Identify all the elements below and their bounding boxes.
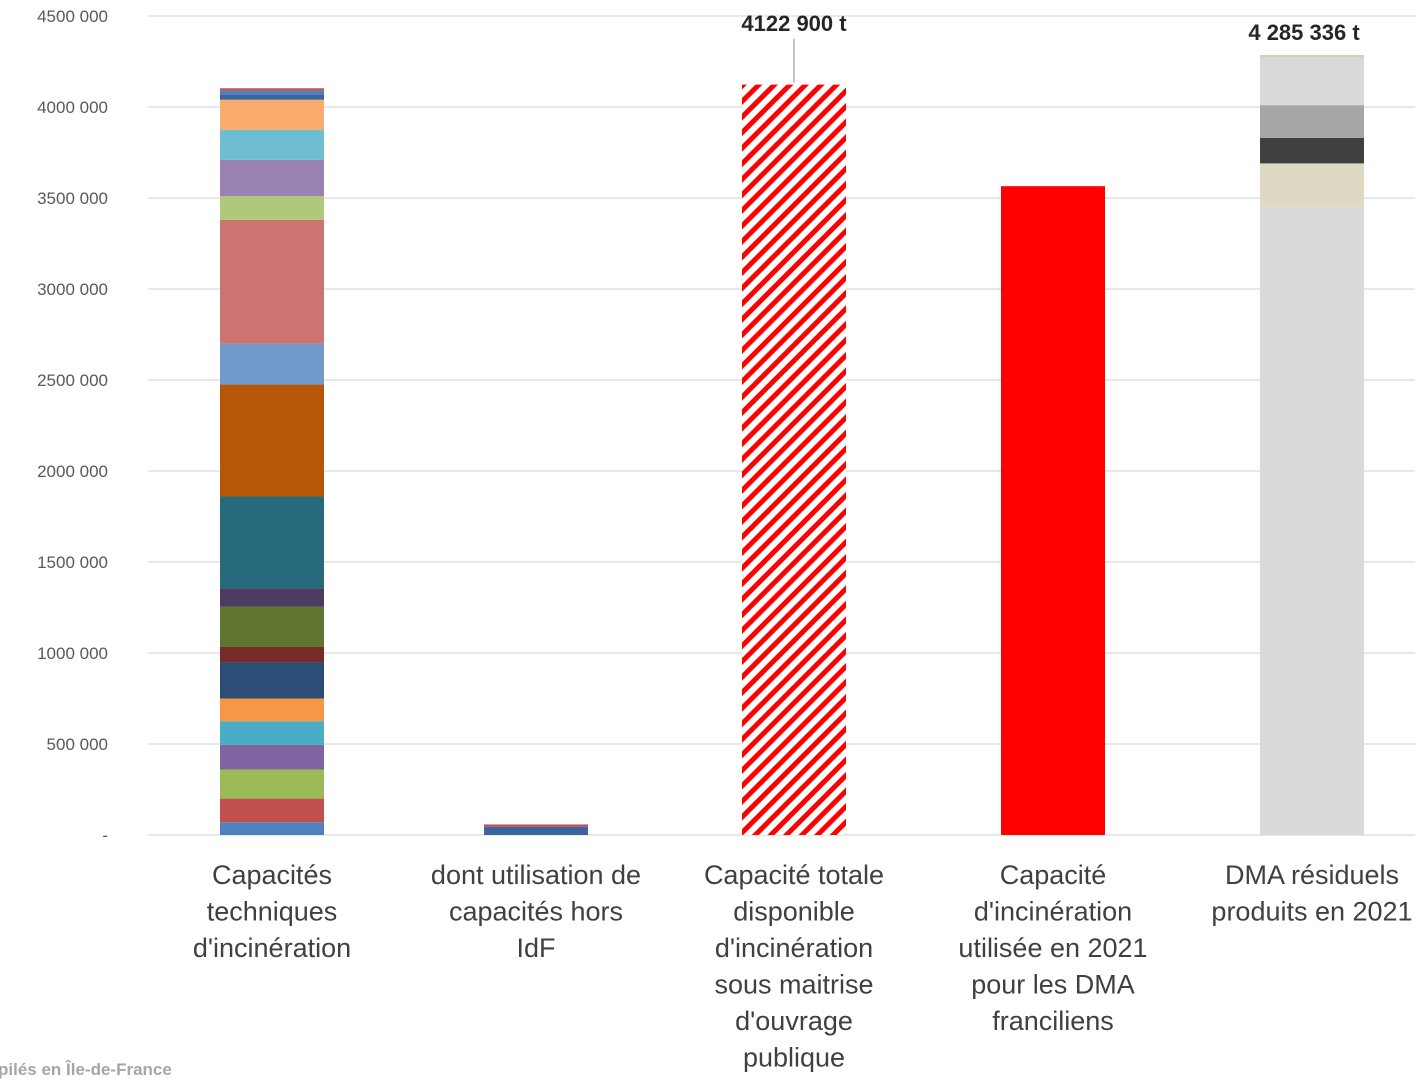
bar-segment	[1260, 105, 1364, 138]
bar-segment	[220, 822, 324, 835]
bar-segment	[220, 646, 324, 663]
category-labels: Capacités techniques d'incinération dont ut…	[193, 860, 1413, 1073]
category-label-line: disponible	[733, 897, 855, 927]
category-label-line: publique	[743, 1043, 845, 1073]
bar-segment	[220, 88, 324, 91]
bar-segment	[220, 219, 324, 344]
category-label-line: franciliens	[992, 1006, 1114, 1036]
y-tick-label: 1000 000	[37, 644, 108, 663]
bar-stack	[742, 84, 846, 835]
y-tick-label: 1500 000	[37, 553, 108, 572]
bar-segment	[220, 662, 324, 699]
bar-segment	[220, 129, 324, 160]
bar-stack	[484, 824, 588, 835]
category-label-line: pour les DMA	[971, 970, 1135, 1000]
bars	[220, 55, 1364, 836]
category-label: Capacité totale disponible d'incinération s…	[704, 860, 884, 1073]
y-tick-label: 500 000	[47, 735, 108, 754]
category-label-line: produits en 2021	[1211, 897, 1412, 927]
bar-segment	[1260, 55, 1364, 57]
bar-segment	[220, 606, 324, 647]
category-label-line: techniques	[207, 897, 338, 927]
category-label: Capacités techniques d'incinération	[193, 860, 351, 963]
bar-segment	[220, 196, 324, 220]
bar-segment	[220, 588, 324, 607]
y-tick-label: 4500 000	[37, 7, 108, 26]
bar-segment	[1260, 163, 1364, 207]
category-label-line: d'incinération	[715, 933, 873, 963]
y-tick-label: 3000 000	[37, 280, 108, 299]
y-tick-label: 2000 000	[37, 462, 108, 481]
bar-segment	[220, 744, 324, 770]
category-label: dont utilisation de capacités hors IdF	[431, 860, 641, 963]
category-label-line: Capacité	[1000, 860, 1107, 890]
bar-segment	[220, 798, 324, 823]
category-label-line: DMA résiduels	[1225, 860, 1399, 890]
category-label-line: IdF	[516, 933, 555, 963]
bar-segment	[742, 84, 846, 835]
category-label-line: utilisée en 2021	[958, 933, 1147, 963]
category-label-line: dont utilisation de	[431, 860, 641, 890]
y-tick-label: 4000 000	[37, 98, 108, 117]
bar-segment	[1260, 206, 1364, 835]
bar-segment	[220, 99, 324, 130]
category-label-line: d'incinération	[193, 933, 351, 963]
bar-stack	[1260, 55, 1364, 835]
bar-segment	[1260, 56, 1364, 106]
bar-segment	[1001, 186, 1105, 836]
bar-segment	[220, 721, 324, 745]
category-label: DMA résiduels produits en 2021	[1211, 860, 1412, 927]
bar-segment	[220, 90, 324, 95]
y-tick-label: 2500 000	[37, 371, 108, 390]
total-label: 4122 900 t	[741, 11, 847, 36]
bar-segment	[220, 698, 324, 722]
category-label-line: d'ouvrage	[735, 1006, 853, 1036]
total-labels: 4122 900 t 4 285 336 t	[741, 11, 1360, 83]
bar-stack	[220, 88, 324, 835]
bar-segment	[220, 343, 324, 385]
y-tick-label: 3500 000	[37, 189, 108, 208]
total-label: 4 285 336 t	[1248, 20, 1360, 45]
footer-note: pilés en Île-de-France	[0, 1060, 172, 1079]
category-label-line: Capacité totale	[704, 860, 884, 890]
bar-segment	[220, 496, 324, 589]
category-label-line: d'incinération	[974, 897, 1132, 927]
bar-segment	[484, 824, 588, 827]
bar-segment	[484, 826, 588, 835]
bar-segment	[220, 769, 324, 799]
bar-segment	[220, 94, 324, 100]
bar-segment	[220, 159, 324, 197]
category-label-line: capacités hors	[449, 897, 623, 927]
y-axis-ticks: - 500 000 1000 000 1500 000 2000 000 2500 000…	[37, 7, 108, 845]
y-tick-label: -	[102, 826, 108, 845]
bar-stack	[1001, 186, 1105, 836]
category-label-line: Capacités	[212, 860, 332, 890]
category-label: Capacité d'incinération utilisée en 2021 po…	[958, 860, 1147, 1036]
category-label-line: sous maitrise	[714, 970, 873, 1000]
bar-segment	[220, 384, 324, 497]
bar-segment	[1260, 137, 1364, 164]
